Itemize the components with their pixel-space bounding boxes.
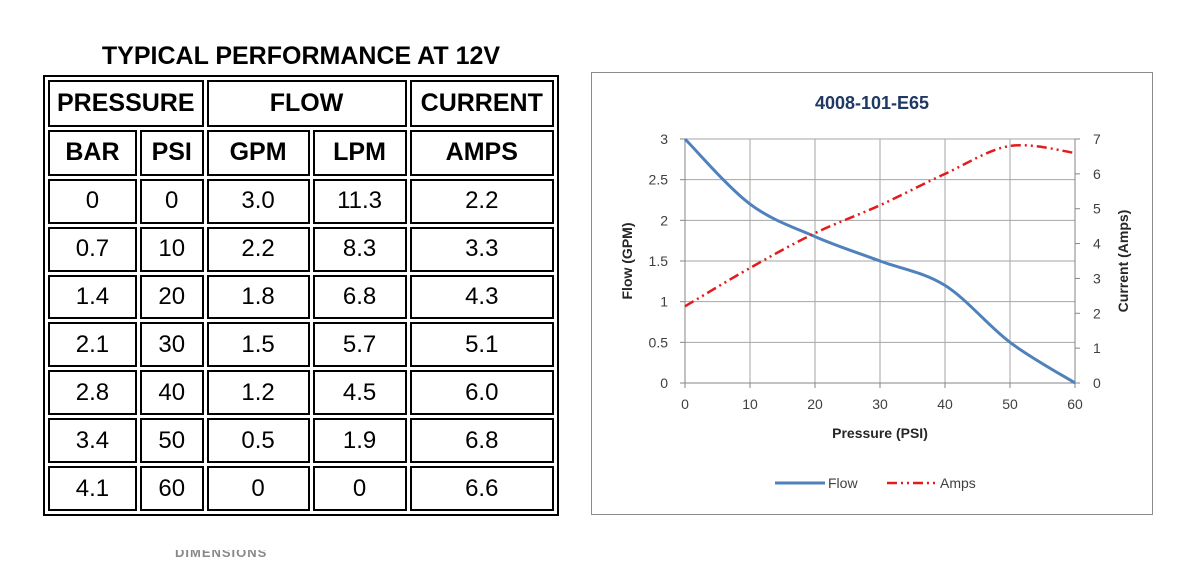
legend-label-flow: Flow (828, 475, 858, 491)
y2-tick-label: 3 (1093, 270, 1101, 286)
table-row: 2.1 30 1.5 5.7 5.1 (48, 322, 554, 368)
cell-lpm: 11.3 (312, 178, 407, 224)
cell-psi: 40 (139, 370, 204, 416)
cell-bar: 3.4 (48, 418, 137, 464)
header-current: CURRENT (409, 80, 554, 127)
y2-tick-label: 6 (1093, 166, 1101, 182)
x-tick-label: 60 (1067, 396, 1083, 412)
cell-lpm: 4.5 (312, 370, 407, 416)
cell-gpm: 2.2 (206, 226, 310, 272)
legend-label-amps: Amps (940, 475, 976, 491)
cell-lpm: 0 (312, 466, 407, 511)
x-axis-title: Pressure (PSI) (832, 425, 928, 441)
performance-chart: 0 10 20 30 40 50 6000.511.522.5301234567Pressu… (619, 131, 1131, 491)
performance-table: PRESSURE FLOW CURRENT BAR PSI GPM LPM AM… (43, 75, 559, 516)
cell-lpm: 8.3 (312, 226, 407, 272)
y2-tick-label: 0 (1093, 375, 1101, 391)
y-tick-label: 2.5 (649, 172, 669, 188)
cell-psi: 50 (139, 418, 204, 464)
table-title: TYPICAL PERFORMANCE AT 12V (101, 42, 501, 70)
cell-amps: 2.2 (409, 178, 554, 224)
cell-psi: 60 (139, 466, 204, 511)
header-lpm: LPM (312, 129, 407, 176)
y2-tick-label: 2 (1093, 305, 1101, 321)
cell-bar: 4.1 (48, 466, 137, 511)
cell-amps: 3.3 (409, 226, 554, 272)
header-bar: BAR (48, 129, 137, 176)
y-tick-label: 0 (660, 375, 668, 391)
chart-panel: 4008-101-E65 0 10 20 30 40 50 60 0 0.5 1 1.5 2 2.5 3 0… (591, 72, 1153, 515)
cell-gpm: 0 (206, 466, 310, 511)
y-tick-label: 1 (660, 294, 668, 310)
header-amps: AMPS (409, 129, 554, 176)
y2-tick-label: 5 (1093, 201, 1101, 217)
header-pressure: PRESSURE (48, 80, 204, 127)
footer-fragment: DIMENSIONS (175, 550, 355, 571)
cell-lpm: 1.9 (312, 418, 407, 464)
y-tick-label: 0.5 (649, 334, 669, 350)
cell-bar: 2.8 (48, 370, 137, 416)
cell-psi: 10 (139, 226, 204, 272)
header-flow: FLOW (206, 80, 407, 127)
x-tick-label: 20 (807, 396, 823, 412)
cell-bar: 2.1 (48, 322, 137, 368)
chart-title: 4008-101-E65 (814, 93, 930, 113)
cell-gpm: 1.2 (206, 370, 310, 416)
table-row: 4.1 60 0 0 6.6 (48, 466, 554, 511)
cell-gpm: 1.5 (206, 322, 310, 368)
y2-tick-label: 4 (1093, 236, 1101, 252)
x-tick-label: 10 (742, 396, 758, 412)
y-tick-label: 2 (660, 212, 668, 228)
cell-gpm: 3.0 (206, 178, 310, 224)
table-row: 2.8 40 1.2 4.5 6.0 (48, 370, 554, 416)
cell-amps: 6.0 (409, 370, 554, 416)
table-row: 0 0 3.0 11.3 2.2 (48, 178, 554, 224)
y-tick-label: 1.5 (649, 253, 669, 269)
header-psi: PSI (139, 129, 204, 176)
cell-bar: 1.4 (48, 274, 137, 320)
header-gpm: GPM (206, 129, 310, 176)
cell-lpm: 6.8 (312, 274, 407, 320)
x-tick-label: 40 (937, 396, 953, 412)
cell-gpm: 1.8 (206, 274, 310, 320)
y2-tick-label: 7 (1093, 131, 1101, 147)
cell-psi: 30 (139, 322, 204, 368)
cell-lpm: 5.7 (312, 322, 407, 368)
y-axis-title: Flow (GPM) (619, 223, 635, 300)
y2-tick-label: 1 (1093, 340, 1101, 356)
cell-bar: 0 (48, 178, 137, 224)
series-line-flow (683, 137, 1076, 385)
table-row: 0.7 10 2.2 8.3 3.3 (48, 226, 554, 272)
cell-psi: 0 (139, 178, 204, 224)
footer-fragment-text: DIMENSIONS (175, 550, 268, 560)
cell-bar: 0.7 (48, 226, 137, 272)
cell-gpm: 0.5 (206, 418, 310, 464)
x-tick-label: 50 (1002, 396, 1018, 412)
y-tick-label: 3 (660, 131, 668, 147)
table-row: 3.4 50 0.5 1.9 6.8 (48, 418, 554, 464)
x-tick-label: 30 (872, 396, 888, 412)
x-tick-label: 0 (681, 396, 689, 412)
cell-psi: 20 (139, 274, 204, 320)
cell-amps: 4.3 (409, 274, 554, 320)
table-row: 1.4 20 1.8 6.8 4.3 (48, 274, 554, 320)
cell-amps: 5.1 (409, 322, 554, 368)
y2-axis-title: Current (Amps) (1115, 210, 1131, 313)
cell-amps: 6.8 (409, 418, 554, 464)
cell-amps: 6.6 (409, 466, 554, 511)
